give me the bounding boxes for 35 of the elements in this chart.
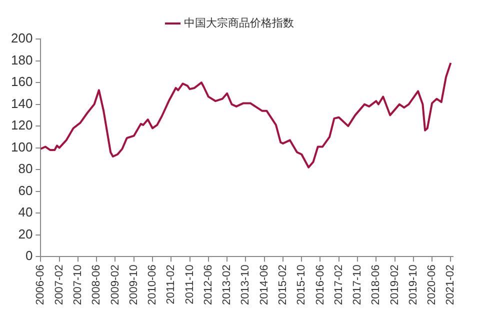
x-tick-label: 2007-10	[72, 264, 84, 306]
x-tick-label: 2009-02	[109, 264, 122, 306]
x-tick-label: 2020-06	[426, 264, 438, 306]
y-tick-label: 20	[18, 226, 33, 242]
x-tick-label: 2007-02	[53, 264, 66, 306]
x-tick-label: 2018-06	[370, 264, 382, 306]
x-tick-label: 2006-06	[34, 264, 47, 306]
x-tick-label: 2017-02	[332, 264, 345, 306]
y-tick-label: 0	[25, 248, 33, 264]
y-tick-label: 180	[10, 52, 33, 68]
x-tick-label: 2014-06	[258, 264, 270, 306]
y-tick-label: 200	[10, 30, 33, 46]
x-tick-label: 2013-02	[221, 264, 234, 306]
x-tick-label: 2013-10	[240, 264, 252, 306]
y-tick-label: 40	[18, 204, 33, 220]
y-tick-label: 140	[10, 96, 33, 111]
x-tick-label: 2015-10	[296, 264, 308, 306]
x-tick-label: 2010-06	[146, 264, 159, 306]
y-tick-label: 120	[10, 118, 33, 133]
y-tick-label: 100	[10, 139, 33, 154]
y-tick-label: 160	[10, 74, 33, 90]
x-tick-label: 2009-10	[128, 264, 140, 306]
x-tick-label: 2012-06	[202, 264, 214, 306]
y-tick-label: 80	[18, 161, 33, 176]
legend-label: 中国大宗商品价格指数	[184, 16, 294, 30]
x-tick-label: 2017-10	[352, 264, 364, 306]
x-tick-label: 2019-02	[388, 264, 401, 306]
x-tick-label: 2011-02	[165, 264, 178, 304]
x-tick-label: 2021-02	[444, 264, 457, 306]
x-tick-label: 2011-10	[184, 264, 196, 304]
x-tick-label: 2008-06	[90, 264, 103, 306]
x-tick-label: 2019-10	[407, 264, 420, 306]
y-tick-label: 60	[18, 182, 33, 198]
x-tick-label: 2016-06	[314, 264, 326, 306]
x-tick-label: 2015-02	[276, 264, 289, 306]
